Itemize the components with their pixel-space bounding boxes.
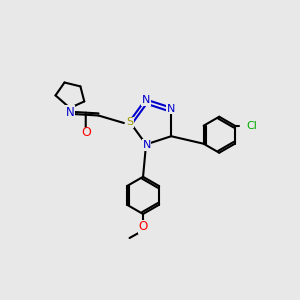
Text: O: O	[138, 220, 148, 233]
Text: Cl: Cl	[246, 121, 257, 131]
Text: N: N	[167, 103, 176, 114]
Text: O: O	[81, 126, 91, 139]
Text: N: N	[142, 140, 151, 150]
Text: N: N	[142, 95, 150, 105]
Text: S: S	[126, 117, 134, 128]
Text: N: N	[65, 106, 74, 119]
